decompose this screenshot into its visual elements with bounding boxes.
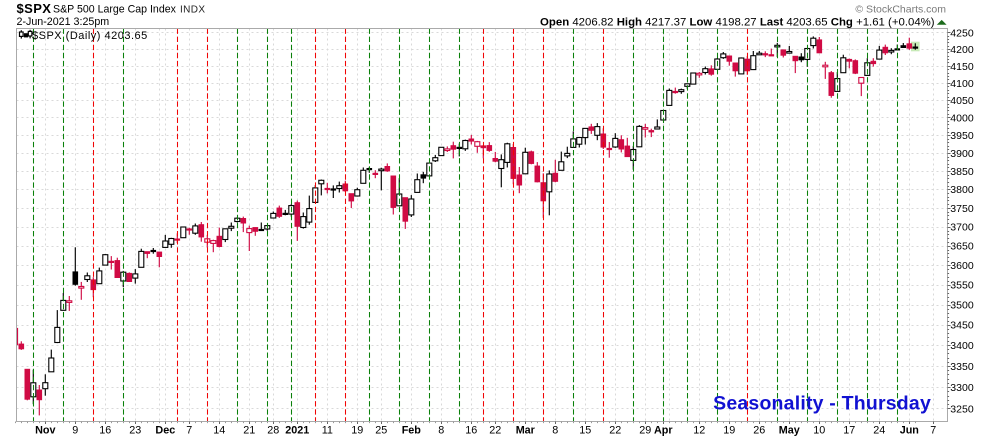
svg-text:© StockCharts.com: © StockCharts.com [855,4,946,16]
svg-text:11: 11 [322,425,333,437]
svg-text:Nov: Nov [35,425,55,437]
svg-text:3700: 3700 [950,222,974,234]
svg-text:19: 19 [351,425,363,437]
svg-text:10: 10 [813,425,825,437]
svg-text:24: 24 [873,425,885,437]
svg-text:3300: 3300 [950,382,974,394]
svg-text:4150: 4150 [950,61,974,73]
svg-text:Open 4206.82 High 4217.37 Low: Open 4206.82 High 4217.37 Low 4198.27 La… [540,16,935,28]
svg-text:14: 14 [213,425,225,437]
svg-text:3500: 3500 [950,300,974,312]
svg-text:22: 22 [609,425,621,437]
svg-text:17: 17 [843,425,855,437]
svg-text:21: 21 [243,425,255,437]
svg-text:3600: 3600 [950,260,974,272]
svg-text:15: 15 [579,425,591,437]
svg-text:3250: 3250 [950,403,974,415]
svg-text:3800: 3800 [950,184,974,196]
svg-text:28: 28 [267,425,279,437]
svg-text:$SPX: $SPX [17,1,52,16]
svg-text:3950: 3950 [950,130,974,142]
svg-text:S&P 500 Large Cap Index: S&P 500 Large Cap Index [53,4,177,16]
svg-text:Mar: Mar [516,425,536,437]
svg-text:4200: 4200 [950,44,974,56]
svg-text:22: 22 [489,425,501,437]
svg-text:3750: 3750 [950,203,974,215]
svg-text:3650: 3650 [950,241,974,253]
svg-text:2021: 2021 [285,425,309,437]
svg-text:Jun: Jun [900,425,919,437]
svg-text:3400: 3400 [950,340,974,352]
svg-text:$SPX (Daily) 4203.65: $SPX (Daily) 4203.65 [32,30,148,42]
svg-text:8: 8 [552,425,558,437]
svg-text:19: 19 [723,425,735,437]
svg-text:Apr: Apr [654,425,673,437]
svg-text:INDX: INDX [180,5,206,16]
svg-text:May: May [779,425,800,437]
svg-text:Dec: Dec [155,425,175,437]
svg-text:29: 29 [639,425,651,437]
svg-text:12: 12 [693,425,705,437]
svg-text:7: 7 [930,425,936,437]
svg-text:23: 23 [129,425,141,437]
svg-text:3350: 3350 [950,361,974,373]
svg-text:4100: 4100 [950,78,974,90]
svg-text:3450: 3450 [950,320,974,332]
svg-text:8: 8 [438,425,444,437]
svg-text:26: 26 [753,425,765,437]
svg-text:16: 16 [99,425,111,437]
svg-text:Seasonality - Thursday: Seasonality - Thursday [713,393,931,415]
svg-text:Feb: Feb [402,425,422,437]
svg-text:7: 7 [186,425,192,437]
svg-text:2-Jun-2021 3:25pm: 2-Jun-2021 3:25pm [17,16,110,28]
svg-text:3550: 3550 [950,280,974,292]
svg-text:9: 9 [72,425,78,437]
svg-text:4250: 4250 [950,27,974,39]
svg-text:25: 25 [375,425,387,437]
svg-text:3850: 3850 [950,166,974,178]
svg-text:4000: 4000 [950,112,974,124]
svg-text:16: 16 [465,425,477,437]
svg-text:4050: 4050 [950,95,974,107]
svg-text:3900: 3900 [950,148,974,160]
